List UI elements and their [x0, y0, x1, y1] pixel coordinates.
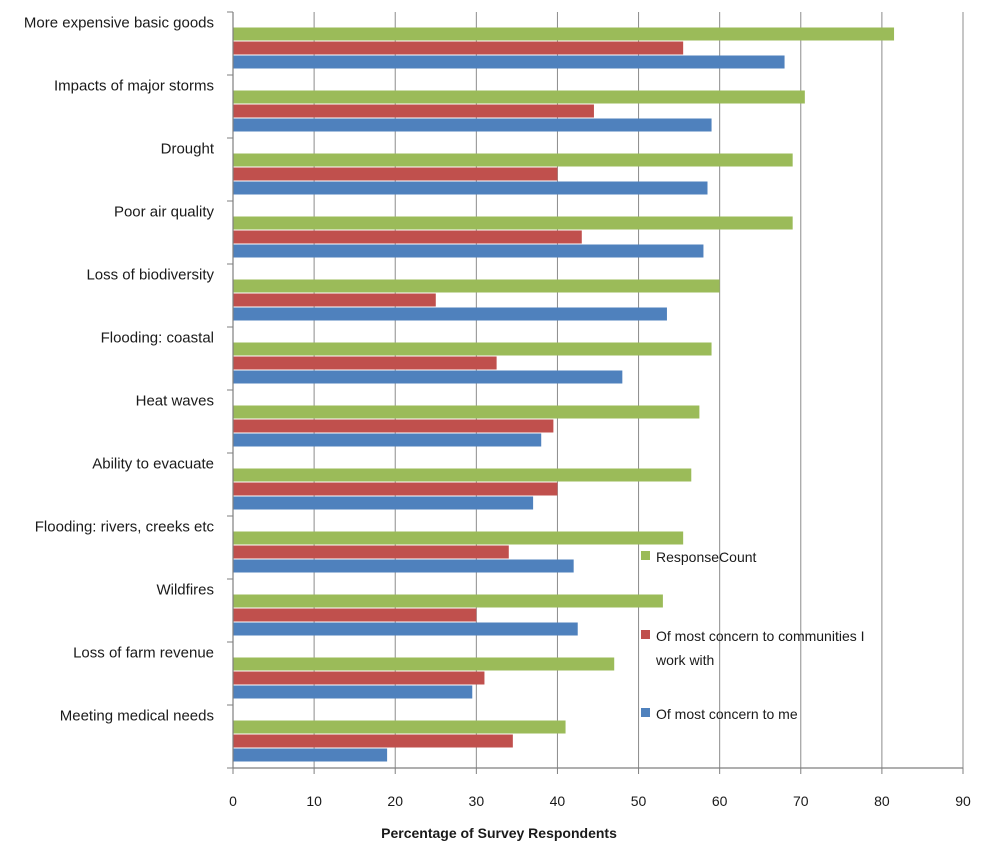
bar	[233, 531, 684, 545]
bar	[233, 293, 436, 307]
gridlines	[313, 12, 964, 768]
bar	[233, 104, 594, 118]
x-tick-label: 20	[387, 793, 403, 809]
category-label: Impacts of major storms	[54, 78, 214, 95]
legend-label: work with	[655, 652, 714, 668]
bar	[233, 356, 497, 370]
x-tick-label: 30	[469, 793, 485, 809]
bar-series-group	[233, 27, 895, 762]
bar	[233, 594, 663, 608]
category-label: Flooding: coastal	[101, 330, 214, 347]
bar	[233, 496, 534, 510]
bar	[233, 342, 712, 356]
bar	[233, 468, 692, 482]
bar	[233, 685, 473, 699]
bar	[233, 230, 582, 244]
bar	[233, 608, 477, 622]
category-label: Loss of biodiversity	[86, 267, 214, 284]
bar	[233, 279, 720, 293]
legend: ResponseCount Of most concern to communit…	[641, 549, 865, 722]
category-label: Poor air quality	[114, 204, 215, 221]
x-tick-label: 90	[955, 793, 971, 809]
bar	[233, 216, 793, 230]
bar	[233, 118, 712, 132]
category-labels: More expensive basic goods Impacts of maj…	[24, 15, 215, 725]
bar	[233, 27, 895, 41]
bar	[233, 153, 793, 167]
x-axis-ticks: 0 10 20 30 40 50 60 70 80 90	[227, 11, 971, 809]
bar	[233, 748, 388, 762]
bar	[233, 419, 554, 433]
category-label: Ability to evacuate	[92, 456, 214, 473]
bar	[233, 181, 708, 195]
x-tick-label: 50	[631, 793, 647, 809]
x-tick-label: 70	[793, 793, 809, 809]
legend-swatch	[641, 551, 650, 560]
legend-label: ResponseCount	[656, 549, 757, 565]
legend-label: Of most concern to communities I	[656, 628, 865, 644]
bar	[233, 41, 684, 55]
bar	[233, 545, 509, 559]
x-tick-label: 40	[550, 793, 566, 809]
category-label: Heat waves	[136, 393, 214, 410]
bar	[233, 671, 485, 685]
category-label: Loss of farm revenue	[73, 645, 214, 662]
bar	[233, 559, 574, 573]
category-label: Meeting medical needs	[60, 708, 214, 725]
bar	[233, 370, 623, 384]
bar	[233, 55, 785, 69]
x-tick-label: 0	[229, 793, 237, 809]
bar	[233, 734, 513, 748]
bar	[233, 482, 558, 496]
category-label: Flooding: rivers, creeks etc	[35, 519, 215, 536]
bar	[233, 720, 566, 734]
category-label: Wildfires	[156, 582, 214, 599]
bar	[233, 433, 542, 447]
category-label: More expensive basic goods	[24, 15, 214, 32]
x-tick-label: 60	[712, 793, 728, 809]
x-tick-label: 80	[874, 793, 890, 809]
legend-swatch	[641, 630, 650, 639]
bar	[233, 90, 805, 104]
bar	[233, 657, 615, 671]
bar	[233, 244, 704, 258]
legend-label: Of most concern to me	[656, 706, 798, 722]
bar	[233, 167, 558, 181]
x-axis-title: Percentage of Survey Respondents	[381, 825, 617, 841]
bar	[233, 622, 578, 636]
bar	[233, 307, 667, 321]
bar	[233, 405, 700, 419]
x-tick-label: 10	[306, 793, 322, 809]
category-label: Drought	[161, 141, 215, 158]
legend-swatch	[641, 708, 650, 717]
